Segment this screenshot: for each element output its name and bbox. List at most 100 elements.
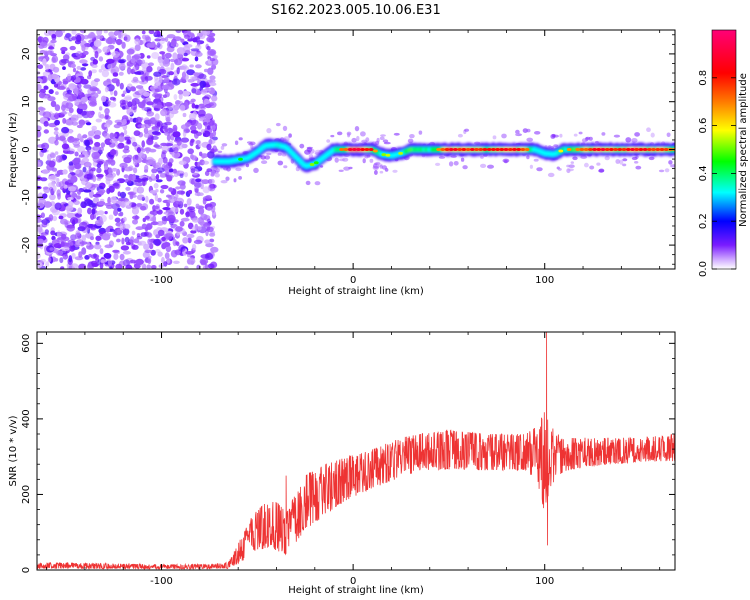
noise-blob [181,143,188,149]
noise-blob [152,92,160,98]
noise-blob [195,140,201,145]
noise-blob [155,179,163,183]
halo-blob [588,136,593,141]
noise-blob [116,121,122,126]
noise-blob [190,76,198,80]
noise-blob [176,139,182,146]
noise-blob [200,254,210,259]
halo-blob [578,131,583,135]
noise-blob [180,137,190,143]
noise-blob [71,30,77,35]
noise-blob [49,193,56,201]
noise-blob [132,66,138,72]
noise-blob [203,133,207,137]
noise-blob [60,59,70,64]
noise-blob [116,238,121,243]
noise-blob [49,50,55,56]
y-tick-label: -10 [21,189,32,205]
noise-blob [151,265,157,269]
noise-blob [157,197,162,203]
noise-blob [81,44,86,52]
noise-blob [89,101,97,107]
noise-blob [188,189,193,195]
noise-blob [61,104,66,111]
noise-blob [151,173,155,179]
noise-blob [78,263,87,269]
halo-blob [584,162,589,168]
noise-blob [210,246,219,253]
halo-blob [669,164,675,168]
noise-blob [97,201,106,206]
colorbar-tick-label: 0.8 [698,70,709,86]
track-peak [368,148,374,151]
noise-blob [127,101,133,108]
noise-blob [149,198,155,205]
noise-blob [44,229,49,234]
track-peak [642,148,648,151]
noise-blob [187,148,194,155]
noise-blob [136,194,145,201]
noise-blob [134,154,139,161]
noise-blob [105,159,114,163]
noise-blob [108,142,116,148]
noise-blob [91,125,97,131]
noise-blob [206,206,212,211]
track-peak [558,149,564,153]
track-peak [634,148,640,151]
noise-blob [54,112,59,120]
noise-blob [92,193,102,198]
noise-blob [88,253,92,258]
noise-blob [126,67,132,75]
noise-blob [118,58,127,64]
noise-blob [102,46,111,53]
noise-blob [199,80,207,88]
noise-blob [90,56,96,61]
noise-blob [101,95,107,103]
noise-blob [173,152,179,159]
halo-blob [351,137,357,143]
noise-blob [183,52,188,57]
noise-blob [74,151,79,157]
noise-blob [159,189,165,194]
noise-blob [169,194,176,200]
halo-blob [337,131,343,136]
noise-blob [166,134,171,141]
noise-blob [47,257,52,263]
noise-blob [178,93,183,100]
noise-blob [65,205,74,212]
halo-blob [448,161,454,167]
snr-series-line [37,332,675,570]
noise-blob [37,130,42,138]
noise-blob [56,189,61,197]
noise-blob [91,64,98,68]
track-peak [659,148,665,151]
noise-blob [61,143,70,150]
noise-blob [134,71,142,75]
track-peak [663,148,669,151]
noise-blob [117,197,126,202]
noise-blob [69,129,73,134]
noise-blob [118,212,122,217]
noise-blob [122,228,130,236]
track-peak [461,148,467,151]
halo-blob [381,165,388,170]
noise-blob [37,64,44,70]
noise-blob [144,249,153,253]
noise-blob [188,208,196,213]
noise-blob [70,175,78,183]
track-peak [313,161,319,165]
noise-blob [191,103,196,109]
noise-blob [132,219,138,225]
noise-blob [186,233,195,239]
noise-blob [163,261,168,267]
track-peak [507,148,513,151]
noise-blob [164,131,171,136]
noise-blob [191,155,198,161]
noise-blob [140,205,147,211]
noise-blob [101,69,110,78]
track-peak [609,148,614,151]
colorbar-tick-label: 0.6 [698,118,709,134]
noise-blob [179,220,185,227]
noise-blob [43,86,49,90]
